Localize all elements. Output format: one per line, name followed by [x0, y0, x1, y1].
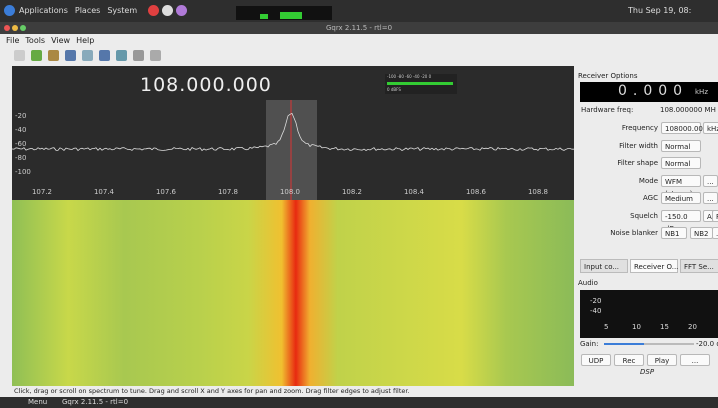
field-extra[interactable]: ... — [703, 192, 718, 204]
x-tick-label: 107.4 — [94, 188, 115, 196]
apps-icon[interactable] — [4, 5, 15, 16]
frequency-display[interactable]: 108.000.000 — [140, 74, 272, 96]
audio-title: Audio — [578, 279, 598, 287]
audio-button[interactable]: Play — [647, 354, 677, 366]
window-title: Gqrx 2.11.5 - rtl=0 — [0, 24, 718, 32]
audio-button[interactable]: UDP — [581, 354, 611, 366]
gain-label: Gain: — [580, 340, 598, 348]
field-label: Filter width — [580, 142, 658, 150]
field-value[interactable]: Normal — [661, 140, 701, 152]
field-label: Mode — [580, 177, 658, 185]
gain-value: -20.0 d — [696, 340, 718, 348]
tool-button[interactable] — [31, 50, 42, 61]
field-extra[interactable]: kHz — [703, 122, 718, 134]
menu-item[interactable]: Tools — [25, 36, 45, 45]
meter-unit: 0 dBFS — [387, 87, 401, 92]
x-tick-label: 108.4 — [404, 188, 425, 196]
dsp-label: DSP — [640, 368, 654, 376]
gain-slider[interactable] — [604, 343, 694, 345]
tool-button[interactable] — [65, 50, 76, 61]
menu-item[interactable]: View — [51, 36, 70, 45]
audio-x-tick: 5 — [604, 323, 608, 331]
field-value[interactable]: -150.0 dB — [661, 210, 701, 222]
x-tick-label: 108.6 — [466, 188, 487, 196]
panel-menu[interactable]: Places — [75, 6, 100, 15]
waterfall[interactable] — [12, 200, 574, 386]
x-tick-label: 108.0 — [280, 188, 300, 196]
tab[interactable]: Input co... — [580, 259, 628, 273]
field-extra[interactable]: R — [712, 210, 718, 222]
y-tick-label: -60 — [15, 140, 26, 148]
clock[interactable]: Thu Sep 19, 08: — [628, 6, 691, 15]
x-tick-label: 107.2 — [32, 188, 52, 196]
hardware-label: Hardware freq: — [581, 106, 633, 114]
field-value[interactable]: Medium — [661, 192, 701, 204]
field-value[interactable]: Normal — [661, 157, 701, 169]
audio-x-tick: 20 — [688, 323, 697, 331]
tab[interactable]: FFT Se... — [680, 259, 718, 273]
field-value[interactable]: 108000.000 — [661, 122, 701, 134]
audio-y-tick: -20 — [590, 297, 601, 305]
y-tick-label: -100 — [15, 168, 31, 176]
audio-x-tick: 10 — [632, 323, 641, 331]
y-tick-label: -80 — [15, 154, 26, 162]
tool-button[interactable] — [14, 50, 25, 61]
taskbar-menu[interactable]: Menu — [28, 398, 47, 406]
tab[interactable]: Receiver O... — [630, 259, 678, 273]
hardware-value: 108.000000 MH — [660, 106, 716, 114]
audio-button[interactable]: ... — [680, 354, 710, 366]
field-label: AGC — [580, 194, 658, 202]
field-label: Filter shape — [580, 159, 658, 167]
y-tick-label: -20 — [15, 112, 26, 120]
launcher[interactable] — [162, 5, 173, 16]
panel-menu[interactable]: Applications — [19, 6, 68, 15]
panel-menu[interactable]: System — [107, 6, 137, 15]
field-extra[interactable]: ... — [703, 175, 718, 187]
y-tick-label: -40 — [15, 126, 26, 134]
taskbar-window[interactable]: Gqrx 2.11.5 - rtl=0 — [62, 398, 128, 406]
tool-button[interactable] — [150, 50, 161, 61]
field-extra[interactable]: ... — [712, 227, 718, 239]
system-monitor — [236, 6, 332, 20]
menu-item[interactable]: File — [6, 36, 19, 45]
field-value[interactable]: NB1 — [661, 227, 687, 239]
audio-x-tick: 15 — [660, 323, 669, 331]
audio-button[interactable]: Rec — [614, 354, 644, 366]
field-label: Frequency — [580, 124, 658, 132]
spectrum-view[interactable]: -20 -40 -60 -80 -100 107.2 107.4 107.6 107.8 108.… — [12, 66, 574, 386]
page: Applications Places System Thu Sep 19, 08:… — [0, 0, 718, 408]
lcd-unit: kHz — [695, 88, 708, 96]
audio-y-tick: -40 — [590, 307, 601, 315]
tool-button[interactable] — [133, 50, 144, 61]
meter-scale: -100 -80 -60 -40 -20 0 — [387, 74, 431, 79]
x-tick-label: 108.8 — [528, 188, 548, 196]
x-tick-label: 108.2 — [342, 188, 362, 196]
field-label: Noise blanker — [580, 229, 658, 237]
tool-button[interactable] — [48, 50, 59, 61]
status-bar: Click, drag or scroll on spectrum to tun… — [14, 387, 410, 395]
launcher[interactable] — [176, 5, 187, 16]
x-tick-label: 107.6 — [156, 188, 177, 196]
tool-button[interactable] — [99, 50, 110, 61]
panel-menus: Applications Places System — [19, 6, 144, 15]
menu-bar: File Tools View Help — [6, 36, 100, 45]
panel-title: Receiver Options — [578, 72, 638, 80]
tool-button[interactable] — [82, 50, 93, 61]
field-label: Squelch — [580, 212, 658, 220]
x-tick-label: 107.8 — [218, 188, 238, 196]
launcher[interactable] — [148, 5, 159, 16]
field-extra[interactable]: NB2 — [690, 227, 713, 239]
menu-item[interactable]: Help — [76, 36, 94, 45]
lcd-value: 0.000 — [618, 83, 688, 99]
tool-button[interactable] — [116, 50, 127, 61]
field-value[interactable]: WFM (stereo) — [661, 175, 701, 187]
